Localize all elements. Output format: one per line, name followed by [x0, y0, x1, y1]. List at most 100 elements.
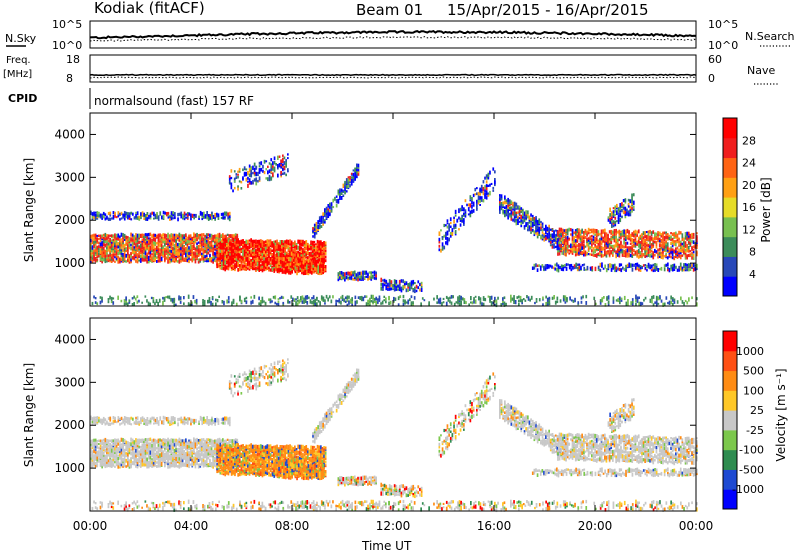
power-cell	[480, 196, 483, 199]
power-cell	[310, 245, 312, 250]
power-cell	[253, 255, 256, 258]
power-cell	[696, 297, 698, 301]
power-cell	[657, 252, 659, 255]
power-cell	[530, 217, 532, 221]
power-cell	[276, 267, 279, 271]
power-cell	[290, 295, 293, 299]
power-cell	[227, 212, 229, 217]
power-cell	[157, 217, 160, 221]
power-cell	[450, 295, 453, 299]
power-cell	[666, 242, 669, 247]
power-cell	[553, 230, 555, 235]
power-cell	[548, 239, 550, 243]
power-cell	[599, 301, 602, 305]
power-cell	[566, 249, 569, 254]
power-cell	[122, 253, 124, 257]
power-cell	[635, 294, 637, 300]
power-cell	[560, 246, 563, 251]
power-cell	[239, 295, 241, 299]
power-cell	[98, 252, 100, 255]
power-cell	[235, 252, 238, 257]
power-cell	[168, 246, 171, 249]
power-cell	[131, 242, 134, 246]
power-cell	[619, 296, 621, 301]
power-cell	[450, 301, 453, 305]
power-cell	[370, 275, 373, 280]
power-cell	[235, 262, 238, 267]
power-cell	[96, 251, 99, 255]
power-cell	[125, 249, 128, 253]
power-cell	[442, 297, 445, 300]
power-cell	[657, 248, 659, 252]
power-cell	[565, 263, 568, 266]
power-cell	[284, 268, 287, 272]
power-cell	[253, 259, 256, 264]
power-cell	[201, 242, 203, 247]
power-cell	[247, 258, 249, 263]
power-cell	[560, 267, 563, 271]
power-cell	[227, 268, 230, 271]
power-cell	[115, 238, 118, 243]
power-cell	[151, 249, 153, 253]
power-cell	[613, 244, 616, 248]
power-cell	[657, 235, 659, 238]
power-cell	[182, 216, 184, 220]
power-cell	[639, 237, 642, 240]
power-cell	[607, 250, 609, 255]
power-cell	[276, 302, 278, 306]
power-cell	[243, 264, 246, 268]
power-cell	[633, 263, 635, 267]
power-cell	[322, 264, 324, 268]
power-cell	[671, 232, 674, 236]
power-cell	[349, 274, 351, 277]
power-cell	[287, 252, 290, 255]
power-cell	[644, 250, 646, 254]
power-cell	[227, 240, 230, 245]
power-cell	[205, 258, 208, 261]
power-cell	[647, 265, 650, 269]
power-cell	[673, 249, 676, 253]
power-cell	[264, 256, 267, 261]
power-cell	[556, 262, 558, 267]
power-cell	[197, 245, 200, 249]
power-cell	[211, 296, 214, 299]
power-cell	[313, 234, 316, 239]
power-cell	[282, 165, 284, 168]
power-cell	[156, 260, 158, 263]
power-cell	[238, 253, 241, 257]
power-cell	[619, 300, 621, 305]
power-cell	[93, 251, 95, 256]
power-cell	[636, 262, 639, 267]
power-cell	[621, 234, 624, 238]
power-cell	[634, 266, 637, 270]
power-cell	[327, 214, 330, 218]
power-cell	[234, 237, 237, 241]
power-cell	[102, 249, 105, 252]
power-cell	[154, 215, 157, 220]
power-cell	[260, 161, 263, 166]
power-cell	[120, 249, 123, 254]
power-cell	[162, 300, 164, 306]
power-cell	[94, 239, 97, 244]
power-cell	[504, 195, 506, 200]
power-cell	[312, 266, 315, 270]
power-cell	[112, 253, 115, 257]
power-cell	[448, 225, 450, 229]
power-cell	[192, 295, 195, 299]
power-cell	[315, 232, 318, 235]
power-cell	[448, 228, 450, 232]
power-cell	[157, 244, 160, 249]
power-cell	[232, 251, 235, 254]
power-cell	[500, 207, 503, 211]
power-cell	[199, 213, 202, 216]
power-cell	[242, 176, 244, 180]
power-cell	[248, 181, 251, 185]
power-cell	[167, 235, 169, 239]
power-cell	[650, 250, 653, 253]
power-cell	[474, 187, 477, 192]
power-cell	[123, 247, 126, 252]
power-cell	[464, 211, 467, 214]
power-cell	[566, 235, 569, 240]
power-cell	[620, 240, 622, 244]
power-cell	[499, 202, 501, 206]
